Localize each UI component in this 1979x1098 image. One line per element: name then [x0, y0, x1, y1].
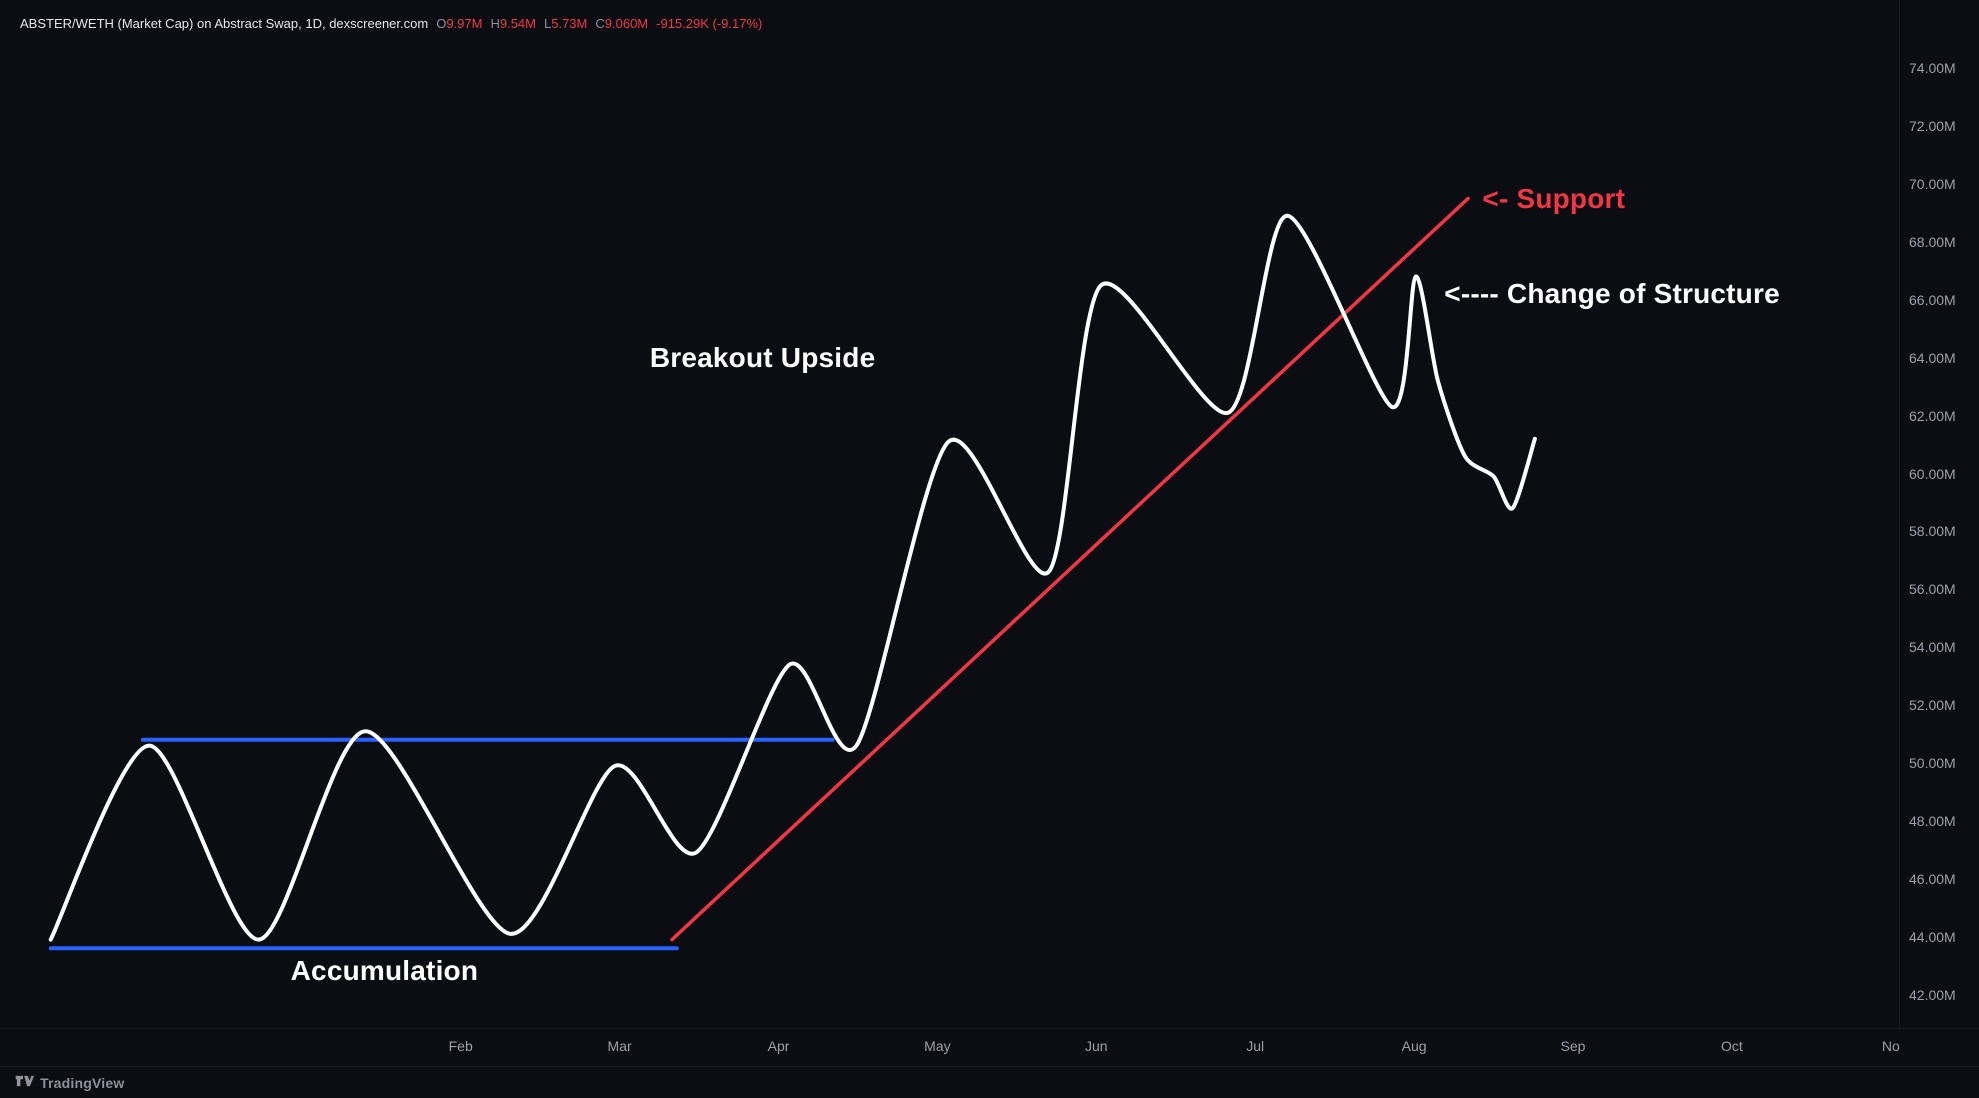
time-tick: Mar [607, 1038, 632, 1054]
price-tick: 66.00M [1909, 291, 1956, 308]
time-tick: May [924, 1038, 951, 1054]
time-tick: Oct [1721, 1038, 1743, 1054]
time-tick: Feb [448, 1038, 473, 1054]
price-tick: 42.00M [1909, 986, 1956, 1003]
tradingview-logo-icon [15, 1075, 34, 1090]
time-axis[interactable]: Feb Mar Apr May Jun Jul Aug Sep Oct No [0, 1028, 1979, 1067]
change-value: -915.29K (-9.17%) [656, 16, 763, 31]
price-tick: 54.00M [1909, 639, 1956, 656]
tradingview-logo-text: TradingView [40, 1074, 125, 1091]
price-tick: 72.00M [1909, 118, 1956, 135]
price-axis[interactable]: 74.00M 72.00M 70.00M 68.00M 66.00M 64.00M 62.0… [1899, 0, 1979, 1028]
price-tick: 52.00M [1909, 697, 1956, 714]
time-tick: Apr [767, 1038, 790, 1054]
low-label: L [544, 16, 552, 31]
price-tick: 64.00M [1909, 349, 1956, 366]
support-trendline[interactable] [670, 196, 1470, 942]
close-label: C [595, 16, 605, 31]
support-label[interactable]: <- Support [1482, 182, 1626, 214]
time-tick: No [1881, 1038, 1900, 1054]
high-value: 9.54M [499, 16, 536, 31]
price-tick: 44.00M [1909, 928, 1956, 945]
price-tick: 62.00M [1909, 407, 1956, 424]
price-tick: 68.00M [1909, 233, 1956, 250]
time-tick: Jun [1085, 1038, 1108, 1054]
symbol-title[interactable]: ABSTER/WETH (Market Cap) on Abstract Swa… [20, 16, 429, 31]
chart-legend: ABSTER/WETH (Market Cap) on Abstract Swa… [20, 15, 762, 32]
price-tick: 56.00M [1909, 581, 1956, 598]
breakout-upside-label[interactable]: Breakout Upside [649, 341, 876, 373]
footer-bar: TradingView [0, 1066, 1979, 1098]
time-tick: Sep [1560, 1038, 1586, 1054]
price-tick: 70.00M [1909, 176, 1956, 192]
price-line[interactable] [48, 213, 1537, 942]
change-of-structure-label[interactable]: <---- Change of Structure [1444, 278, 1780, 309]
open-label: O [436, 16, 447, 31]
price-tick: 60.00M [1909, 465, 1956, 482]
price-tick: 50.00M [1909, 755, 1956, 771]
accumulation-label[interactable]: Accumulation [290, 955, 479, 987]
close-value: 9.060M [604, 16, 649, 31]
time-tick: Jul [1246, 1038, 1265, 1054]
price-tick: 46.00M [1909, 870, 1956, 887]
price-tick: 48.00M [1909, 812, 1956, 829]
open-value: 9.97M [446, 16, 483, 31]
price-tick: 74.00M [1909, 60, 1956, 77]
tradingview-logo[interactable]: TradingView [15, 1075, 124, 1091]
time-tick: Aug [1401, 1038, 1427, 1054]
price-tick: 58.00M [1909, 523, 1956, 540]
low-value: 5.73M [551, 16, 588, 31]
high-label: H [490, 16, 500, 31]
